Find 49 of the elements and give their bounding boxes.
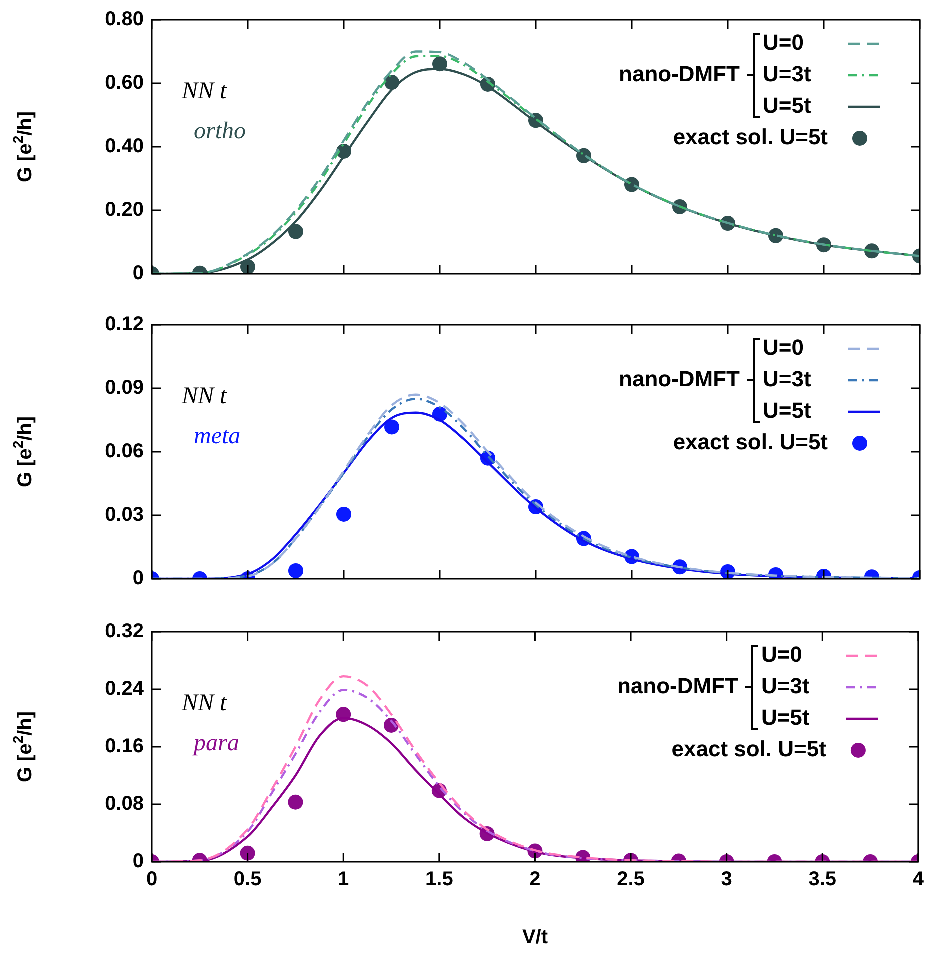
x-tick-label: 1.5 bbox=[426, 868, 454, 891]
legend-label: U=3t bbox=[763, 62, 812, 87]
annotation: NN t bbox=[181, 383, 228, 410]
point bbox=[288, 224, 304, 240]
legend-label: U=0 bbox=[763, 30, 804, 56]
x-tick-label: 2.5 bbox=[617, 868, 645, 891]
y-axis-title: G [e2/h] bbox=[10, 711, 37, 783]
y-tick-label: 0 bbox=[132, 262, 144, 285]
annotation: meta bbox=[194, 423, 241, 450]
legend-label: U=5t bbox=[761, 705, 810, 730]
y-axis-title: G [e2/h] bbox=[10, 416, 37, 488]
annotation: NN t bbox=[181, 78, 228, 104]
legend-title: nano-DMFT bbox=[619, 62, 741, 87]
annotation: ortho bbox=[194, 118, 246, 144]
x-tick-label: 2 bbox=[530, 868, 541, 891]
y-tick-label: 0.12 bbox=[105, 314, 144, 336]
y-tick-label: 0.06 bbox=[105, 440, 144, 463]
x-tick-label: 3 bbox=[721, 868, 732, 891]
x-tick-label: 4 bbox=[912, 868, 925, 891]
y-tick-label: 0 bbox=[132, 568, 144, 590]
y-tick-label: 0.08 bbox=[105, 793, 144, 816]
x-tick-label: 1 bbox=[338, 868, 350, 891]
x-axis-title: V/t bbox=[522, 926, 548, 949]
legend-label: exact sol. U=5t bbox=[673, 430, 829, 455]
legend-label: exact sol. U=5t bbox=[673, 124, 829, 150]
y-tick-label: 0.09 bbox=[105, 377, 144, 400]
legend-label: U=3t bbox=[761, 674, 810, 699]
x-tick-label: 0.5 bbox=[234, 868, 262, 891]
legend-label: U=0 bbox=[761, 642, 802, 668]
legend-title: nano-DMFT bbox=[619, 366, 741, 392]
legend-label: U=5t bbox=[763, 398, 812, 424]
x-tick-label: 3.5 bbox=[808, 868, 837, 891]
legend-label: exact sol. U=5t bbox=[672, 736, 828, 762]
y-axis-title: G [e2/h] bbox=[10, 111, 37, 183]
legend-label: U=5t bbox=[763, 93, 812, 118]
annotation: NN t bbox=[181, 690, 228, 716]
y-tick-label: 0.80 bbox=[105, 8, 144, 31]
y-tick-label: 0 bbox=[132, 850, 144, 873]
y-tick-label: 0.03 bbox=[105, 504, 144, 526]
legend-title: nano-DMFT bbox=[617, 674, 739, 699]
annotation: para bbox=[192, 730, 240, 756]
legend-label: U=3t bbox=[763, 366, 812, 392]
y-tick-label: 0.16 bbox=[105, 736, 144, 758]
legend-label: U=0 bbox=[763, 335, 804, 360]
y-tick-label: 0.24 bbox=[105, 678, 145, 700]
y-tick-label: 0.40 bbox=[105, 136, 144, 158]
y-tick-label: 0.60 bbox=[105, 72, 144, 94]
y-tick-label: 0.20 bbox=[105, 199, 144, 222]
y-tick-label: 0.32 bbox=[105, 620, 144, 643]
